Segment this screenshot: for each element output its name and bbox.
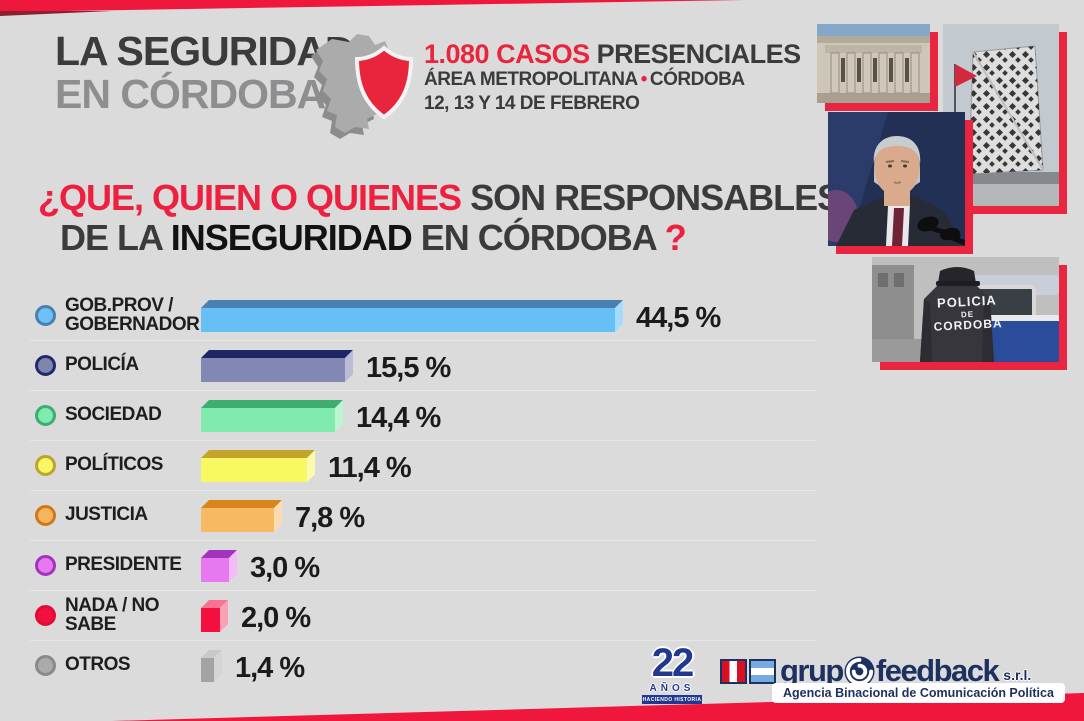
dates-line: 12, 13 Y 14 DE FEBRERO <box>424 93 640 115</box>
question-line2-suffix: EN CÓRDOBA <box>420 216 658 258</box>
bar-chart: GOB.PROV / GOBERNADOR 44,5 % POLICÍA 15,5 %… <box>30 291 816 690</box>
survey-question: ¿QUE, QUIEN O QUIENES SON RESPONSABLES D… <box>38 177 841 258</box>
chart-row: OTROS 1,4 % <box>30 641 816 690</box>
category-bullet-icon <box>35 405 56 426</box>
value-label: 44,5 % <box>636 301 721 334</box>
bar <box>201 449 315 482</box>
category-bullet-icon <box>35 555 56 576</box>
cases-type: PRESENCIALES <box>596 39 802 69</box>
area-name: ÁREA METROPOLITANA <box>424 69 638 91</box>
question-line1-red: ¿QUE, QUIEN O QUIENES <box>38 177 462 218</box>
chart-row: POLICÍA 15,5 % <box>30 341 816 391</box>
agency-name: grup feedback <box>780 653 1000 689</box>
bar <box>201 499 282 532</box>
peru-flag-icon <box>720 658 747 684</box>
category-label: NADA / NO SABE <box>65 594 160 635</box>
title-line1: LA SEGURIDAD <box>55 28 355 74</box>
category-label: GOB.PROV / GOBERNADOR <box>65 294 200 335</box>
title-line2: EN CÓRDOBA <box>55 70 326 117</box>
anniversary-logo: 22 AÑOS HACIENDO HISTORIA <box>642 641 702 704</box>
area-city: CÓRDOBA <box>649 69 745 91</box>
bar <box>201 649 222 682</box>
category-bullet-icon <box>35 455 56 476</box>
bar <box>201 299 623 332</box>
value-label: 7,8 % <box>295 501 365 534</box>
question-mark: ? <box>664 216 687 258</box>
bar <box>201 549 237 582</box>
question-line1-dark: SON RESPONSABLES <box>470 177 841 218</box>
area-line: ÁREA METROPOLITANA • CÓRDOBA <box>424 68 801 92</box>
category-label: SOCIEDAD <box>65 404 162 426</box>
value-label: 1,4 % <box>235 651 305 684</box>
question-line2: DE LA INSEGURIDAD EN CÓRDOBA? <box>38 216 840 258</box>
agency-logo: grup feedback s.r.l. Agencia Binacional … <box>720 653 1065 703</box>
photo-police-officer: POLICIA DE CORDOBA <box>872 257 1059 362</box>
chart-row: POLÍTICOS 11,4 % <box>30 441 816 491</box>
anniversary-word: AÑOS <box>649 683 695 694</box>
category-label: POLICÍA <box>65 354 139 376</box>
category-bullet-icon <box>35 355 56 376</box>
agency-srl: s.r.l. <box>1003 667 1032 683</box>
agency-name-prefix: grup <box>780 653 844 688</box>
chart-row: JUSTICIA 7,8 % <box>30 491 816 541</box>
agency-tagline: Agencia Binacional de Comunicación Polít… <box>772 683 1065 703</box>
value-label: 14,4 % <box>356 401 441 434</box>
anniversary-tagline: HACIENDO HISTORIA <box>642 695 702 704</box>
cases-count: 1.080 CASOS <box>424 39 590 69</box>
category-bullet-icon <box>35 655 56 676</box>
question-line1: ¿QUE, QUIEN O QUIENES SON RESPONSABLES <box>38 177 841 218</box>
category-bullet-icon <box>35 305 56 326</box>
police-jacket-text: POLICIA DE CORDOBA <box>931 292 1004 335</box>
bar <box>201 349 353 382</box>
agency-name-suffix: feedback <box>875 653 1000 688</box>
argentina-flag-icon <box>749 658 776 684</box>
dot-separator: • <box>640 69 648 91</box>
value-label: 3,0 % <box>250 551 320 584</box>
feedback-swirl-icon <box>844 655 875 687</box>
cases-line: 1.080 CASOS PRESENCIALES <box>424 40 801 68</box>
cordoba-map-shield-icon <box>311 34 414 139</box>
value-label: 11,4 % <box>328 451 412 484</box>
survey-stats: 1.080 CASOS PRESENCIALES ÁREA METROPOLIT… <box>424 40 801 116</box>
photo-courthouse <box>817 24 930 103</box>
question-line2-prefix: DE LA <box>60 216 163 258</box>
chart-row: NADA / NO SABE 2,0 % <box>30 591 816 641</box>
page-title: LA SEGURIDAD EN CÓRDOBA <box>55 28 355 117</box>
category-label: JUSTICIA <box>65 504 148 526</box>
category-bullet-icon <box>35 605 56 626</box>
anniversary-number: 22 <box>651 641 695 685</box>
chart-row: PRESIDENTE 3,0 % <box>30 541 816 591</box>
category-label: OTROS <box>65 654 131 676</box>
category-label: PRESIDENTE <box>65 554 182 576</box>
category-bullet-icon <box>35 505 56 526</box>
value-label: 15,5 % <box>366 351 451 384</box>
photo-politician <box>828 112 965 246</box>
value-label: 2,0 % <box>241 601 311 634</box>
bar <box>201 599 228 632</box>
category-label: POLÍTICOS <box>65 454 163 476</box>
question-line2-black: INSEGURIDAD <box>170 216 413 258</box>
bar <box>201 399 343 432</box>
chart-row: SOCIEDAD 14,4 % <box>30 391 816 441</box>
chart-row: GOB.PROV / GOBERNADOR 44,5 % <box>30 291 816 341</box>
